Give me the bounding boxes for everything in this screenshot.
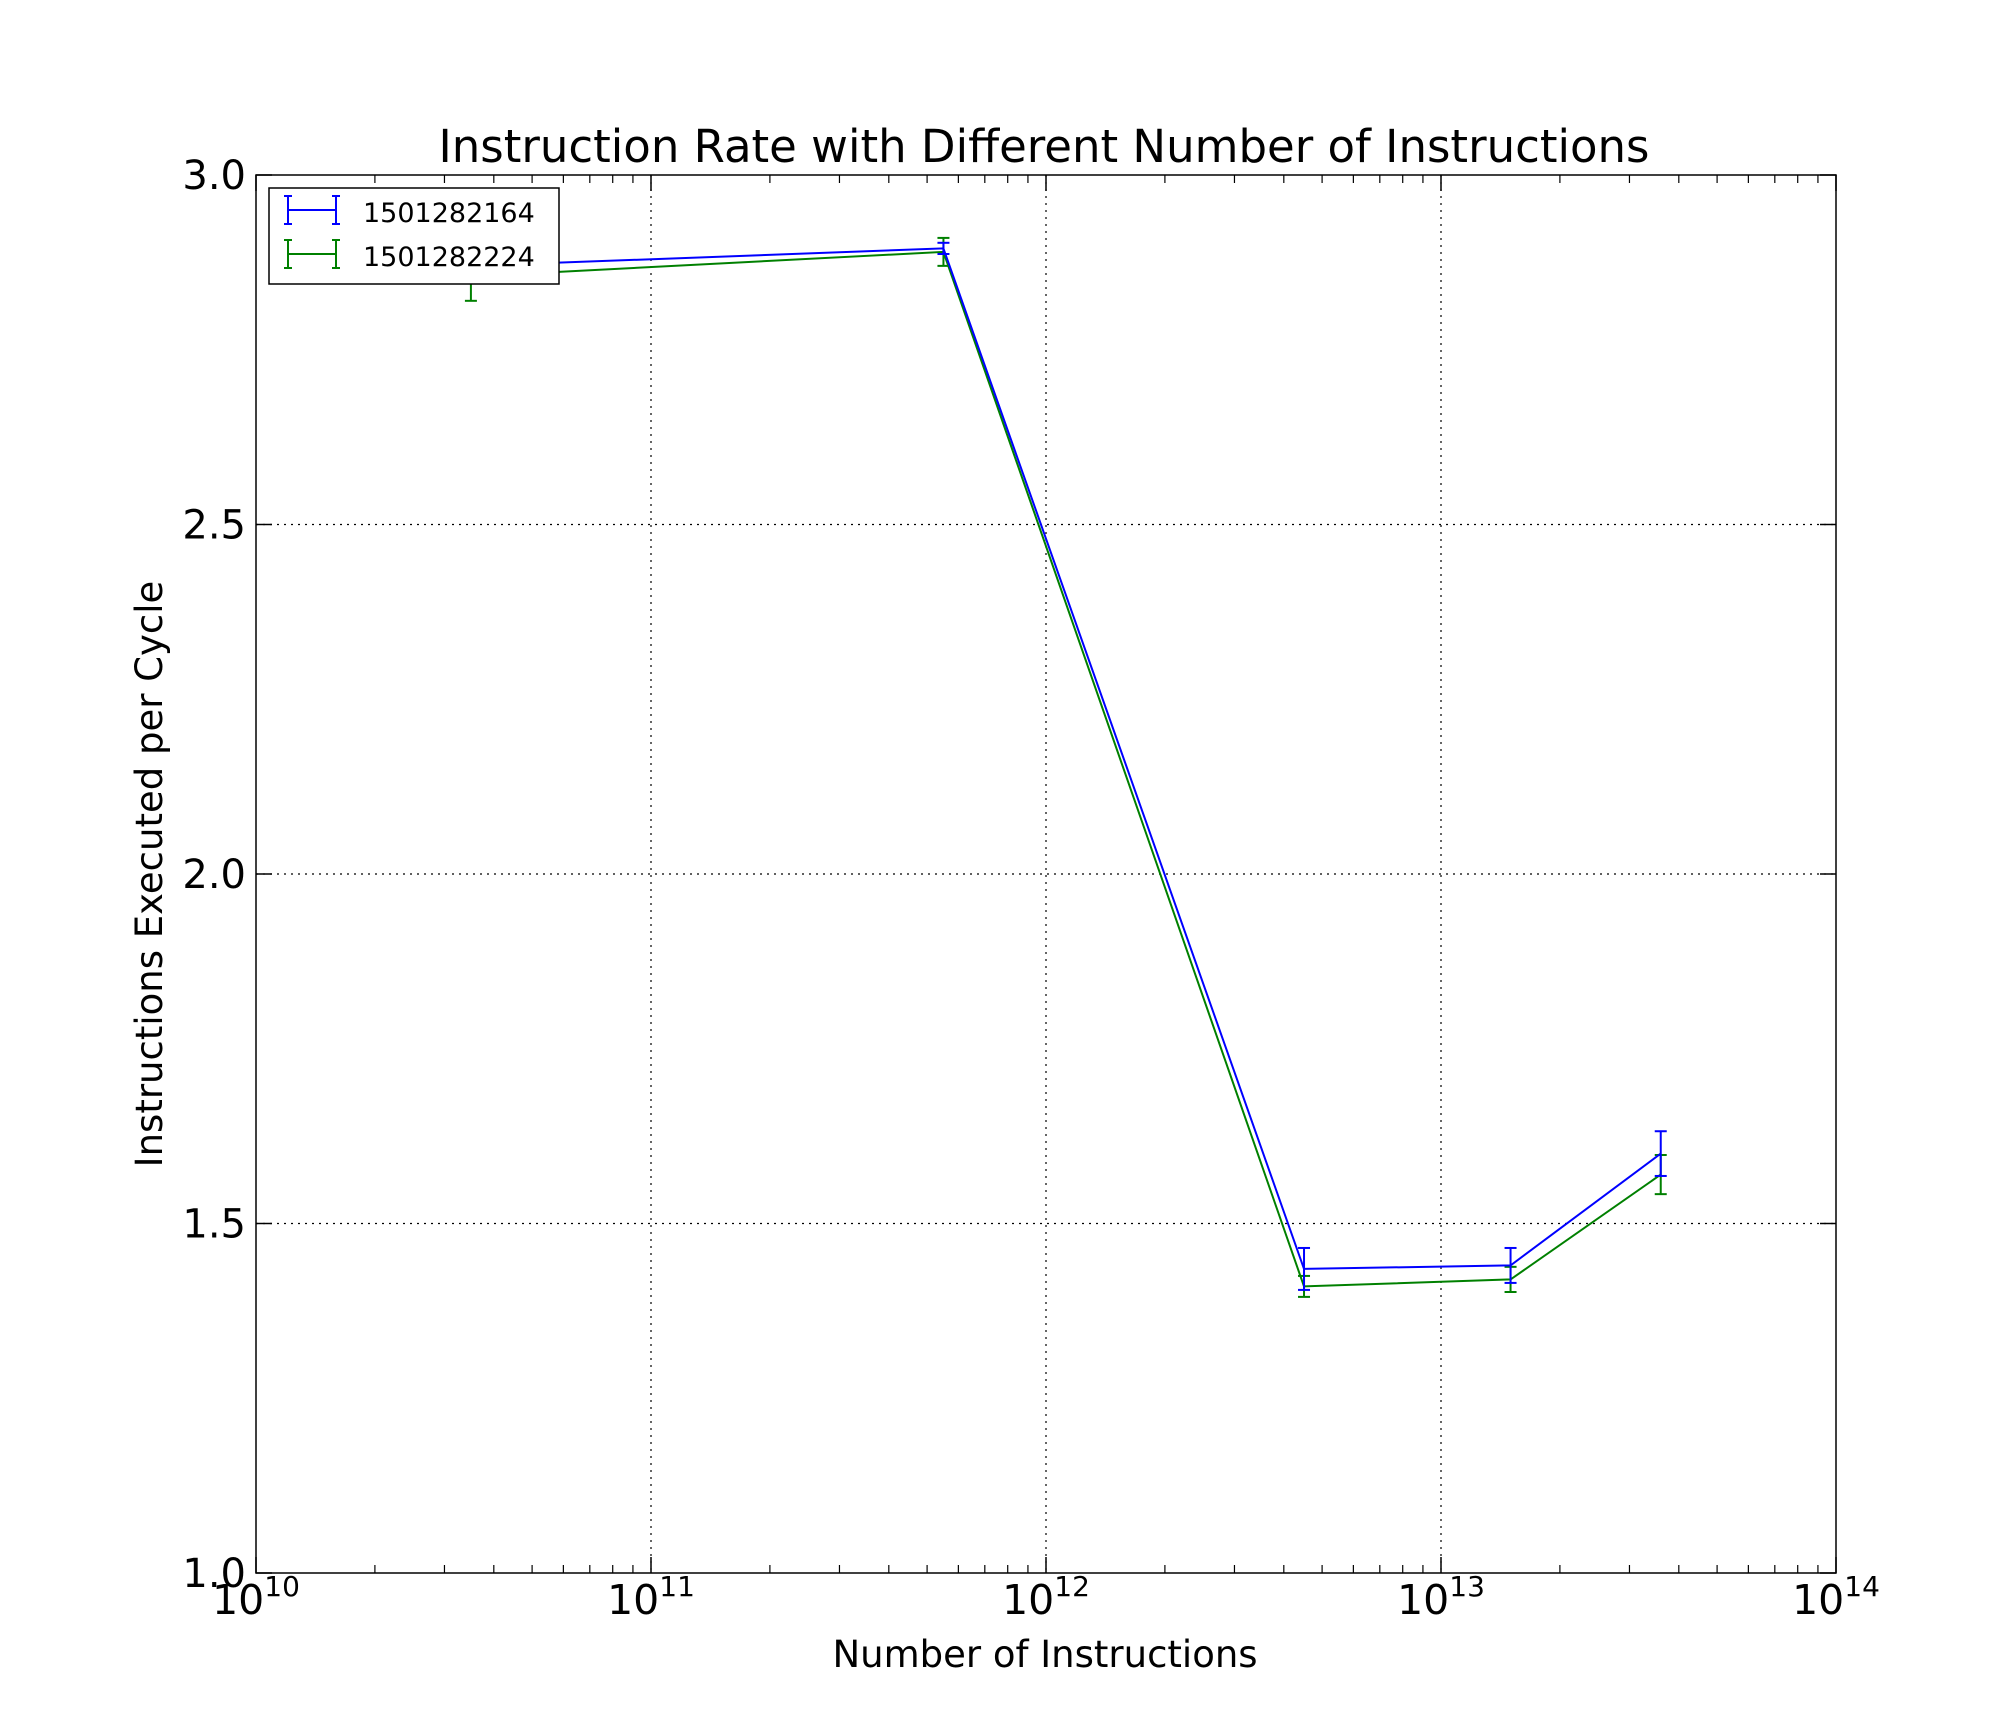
x-tick-label: 1011 bbox=[607, 1570, 695, 1624]
error-bar bbox=[1504, 1246, 1517, 1284]
y-axis-ticks: 1.0 1.5 2.0 2.5 3.0 bbox=[182, 153, 1836, 1597]
legend-entry-1: 1501282164 bbox=[284, 195, 535, 229]
plot-area bbox=[256, 175, 1836, 1573]
legend-key-series-2 bbox=[284, 239, 340, 269]
x-axis-ticks: 1010 1011 1012 1013 1014 bbox=[212, 175, 1880, 1624]
y-axis-label: Instructions Executed per Cycle bbox=[128, 581, 171, 1168]
error-bar bbox=[1298, 1246, 1311, 1291]
legend: 1501282164 1501282224 bbox=[268, 187, 560, 285]
x-tick-label: 1010 bbox=[212, 1570, 300, 1624]
legend-box bbox=[268, 187, 560, 285]
x-tick-label: 1013 bbox=[1397, 1570, 1485, 1624]
legend-entry-2: 1501282224 bbox=[284, 239, 535, 273]
grid-lines bbox=[256, 175, 1836, 1573]
error-bar bbox=[937, 241, 950, 255]
error-bar bbox=[1654, 1130, 1667, 1177]
minor-ticks bbox=[374, 175, 1819, 1573]
legend-key-series-1 bbox=[284, 195, 340, 225]
y-tick-label: 3.0 bbox=[182, 153, 246, 199]
y-tick-label: 2.5 bbox=[182, 503, 246, 549]
y-tick-label: 1.0 bbox=[182, 1551, 246, 1597]
y-tick-label: 2.0 bbox=[182, 852, 246, 898]
x-axis-label: Number of Instructions bbox=[832, 1633, 1257, 1676]
y-tick-label: 1.5 bbox=[182, 1202, 246, 1248]
chart-title: Instruction Rate with Different Number o… bbox=[439, 120, 1650, 173]
legend-label-series-2: 1501282224 bbox=[363, 242, 535, 273]
x-tick-label: 1012 bbox=[1002, 1570, 1090, 1624]
legend-label-series-1: 1501282164 bbox=[363, 198, 535, 229]
x-tick-label: 1014 bbox=[1792, 1570, 1880, 1624]
